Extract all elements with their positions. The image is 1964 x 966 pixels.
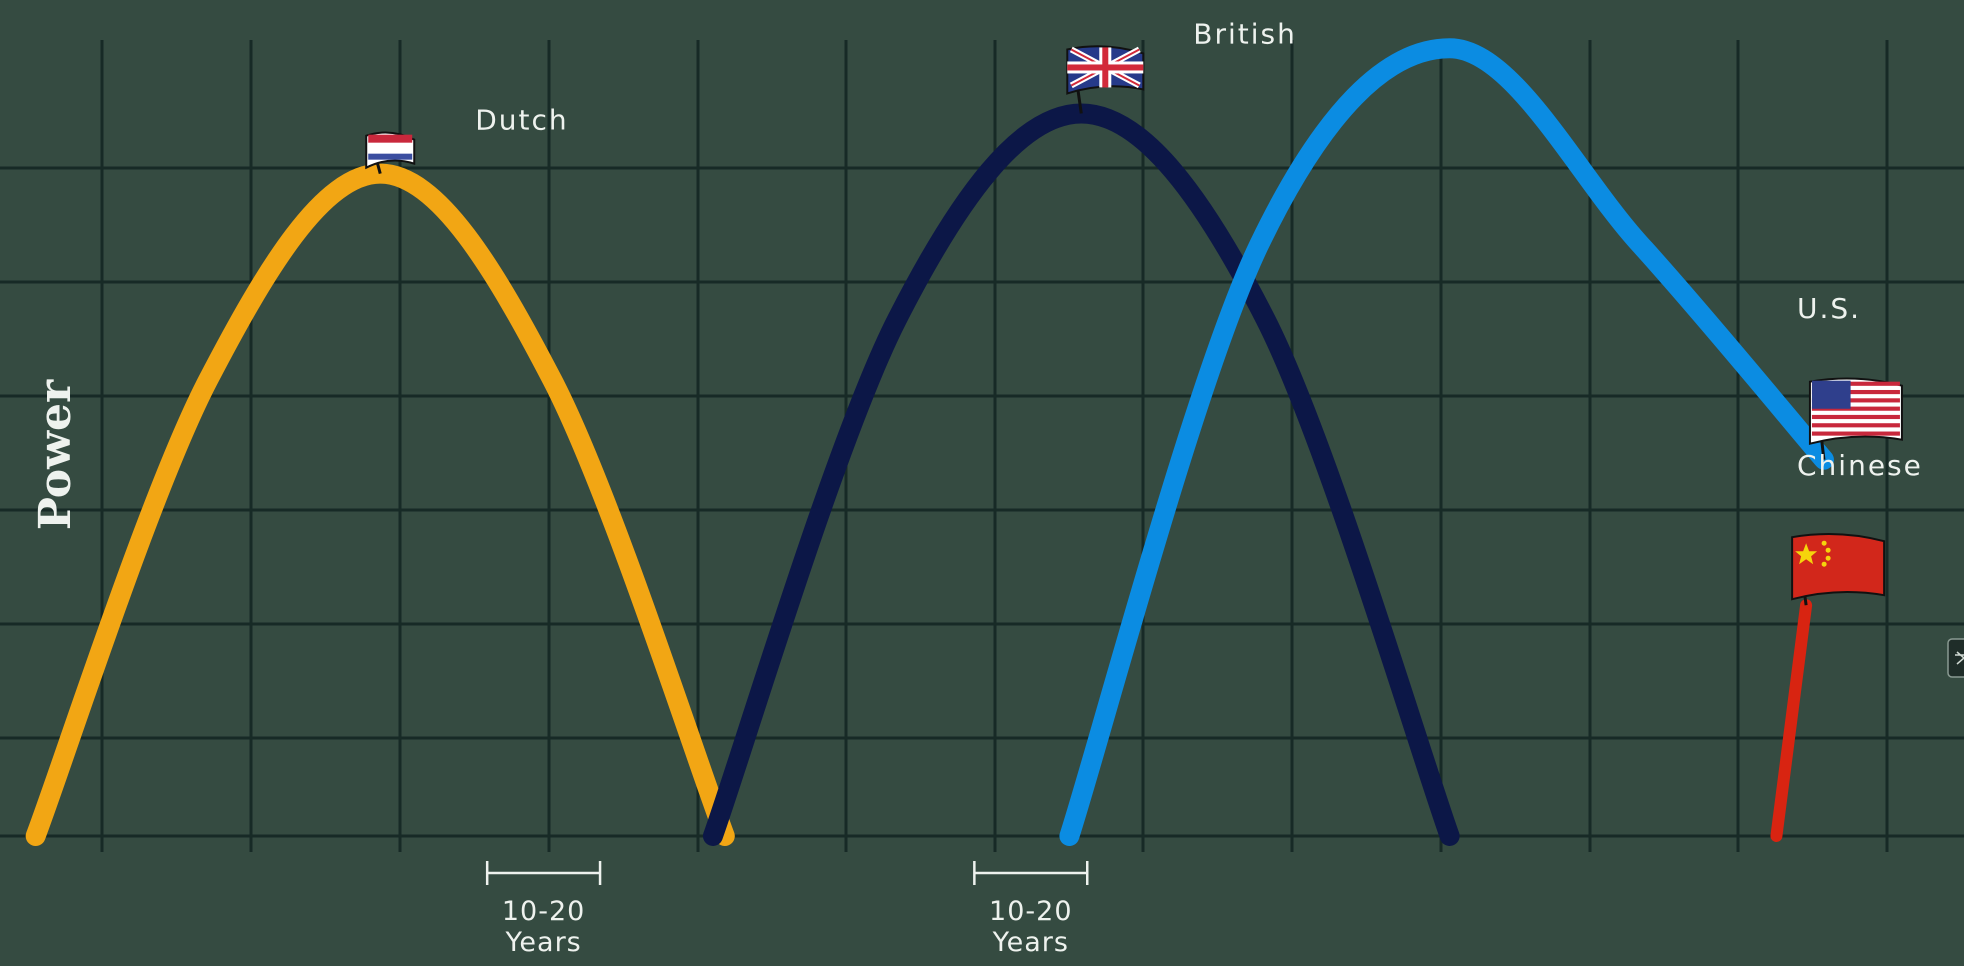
series-labels: Dutch British U.S. Chinese [475,17,1923,482]
gap-label-unit: Years [505,927,582,958]
series-curve-british [702,103,1460,846]
series-flags [365,45,1903,606]
series-label-dutch: Dutch [475,104,568,137]
series-curves [25,38,1834,846]
overlay-button[interactable] [1947,638,1964,678]
gap-label-range: 10-20 [989,896,1072,927]
y-axis-label: Power [30,379,81,530]
series-label-british: British [1193,17,1297,50]
expand-icon [1955,651,1964,665]
gap-label-unit: Years [992,927,1069,958]
chart-grid [0,40,1964,852]
series-label-chinese: Chinese [1797,449,1923,482]
uk-flag-icon [1066,45,1145,114]
china-flag-icon [1791,532,1886,606]
series-curve-us [1059,38,1834,846]
gap-label-range: 10-20 [502,896,585,927]
series-curve-chinese [1770,599,1813,842]
netherlands-flag-icon [365,131,416,175]
series-curve-dutch [25,163,735,846]
us-flag-icon [1808,377,1903,460]
series-label-us: U.S. [1797,292,1861,325]
